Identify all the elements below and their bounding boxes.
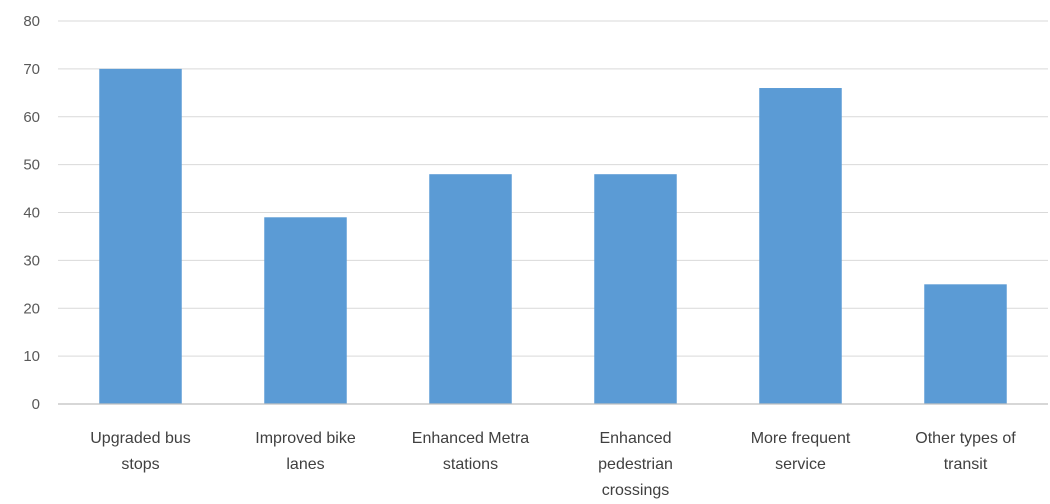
x-category-label-line: Upgraded bus — [90, 430, 191, 447]
x-category-label-line: stations — [443, 456, 498, 473]
x-category-label-line: service — [775, 456, 826, 473]
y-tick-label: 30 — [23, 252, 40, 269]
x-category-label-line: transit — [944, 456, 988, 473]
x-category-label-line: Enhanced Metra — [412, 430, 530, 447]
y-tick-label: 10 — [23, 348, 40, 365]
bar — [924, 284, 1007, 404]
bar — [594, 174, 677, 404]
x-category-label: Enhanced Metra stations — [412, 430, 530, 473]
bar — [99, 68, 182, 404]
bar — [429, 174, 512, 404]
y-tick-label: 40 — [23, 205, 40, 222]
x-category-label-line: Other types of — [915, 430, 1016, 447]
x-category-label: Other types of transit — [915, 430, 1016, 473]
x-axis-category-labels: Upgraded bus stops Improved bike lanes Enhan… — [90, 430, 1016, 499]
x-category-label: More frequent service — [751, 430, 851, 473]
x-category-label-line: crossings — [602, 482, 670, 499]
y-tick-label: 50 — [23, 157, 40, 174]
bars — [99, 68, 1007, 405]
y-tick-label: 20 — [23, 300, 40, 317]
x-category-label-line: More frequent — [751, 430, 851, 447]
x-category-label-line: stops — [121, 456, 159, 473]
y-axis-tick-labels: 0 10 20 30 40 50 60 70 80 — [23, 13, 40, 413]
y-tick-label: 60 — [23, 109, 40, 126]
x-category-label: Enhanced pedestrian crossings — [598, 430, 673, 499]
y-tick-label: 0 — [32, 396, 40, 413]
x-category-label-line: lanes — [286, 456, 324, 473]
x-category-label-line: pedestrian — [598, 456, 673, 473]
bar — [264, 217, 347, 404]
x-category-label-line: Enhanced — [599, 430, 671, 447]
bar — [759, 88, 842, 405]
y-tick-label: 80 — [23, 13, 40, 30]
gridlines — [58, 20, 1048, 357]
x-category-label: Upgraded bus stops — [90, 430, 191, 473]
x-category-label-line: Improved bike — [255, 430, 356, 447]
x-category-label: Improved bike lanes — [255, 430, 356, 473]
y-tick-label: 70 — [23, 61, 40, 78]
